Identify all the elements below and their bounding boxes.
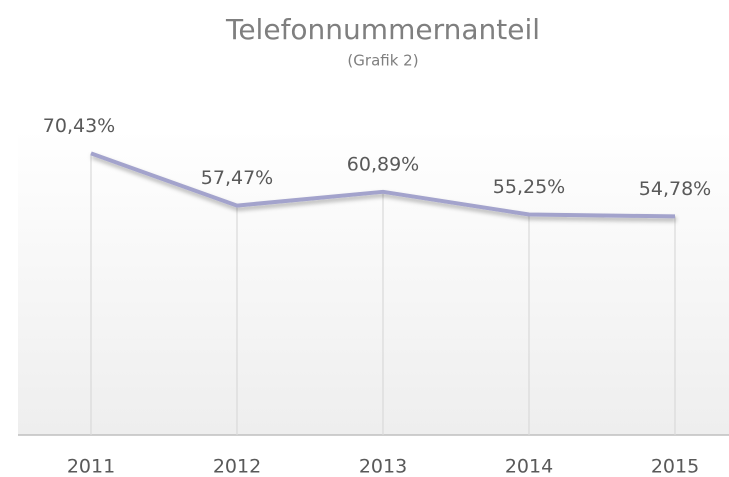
series-line [90,151,676,219]
data-label: 57,47% [201,167,273,189]
x-tick-label: 2015 [651,456,699,477]
data-label: 54,78% [639,178,711,200]
plot-background [18,130,729,435]
data-label: 60,89% [347,153,419,175]
data-label: 70,43% [43,115,115,137]
x-tick-label: 2011 [67,456,115,477]
x-tick-label: 2014 [505,456,553,477]
x-tick-label: 2012 [213,456,261,477]
chart-subtitle: (Grafik 2) [347,52,418,70]
data-label: 55,25% [493,176,565,198]
chart-title: Telefonnummernanteil [225,13,540,46]
x-tick-label: 2013 [359,456,407,477]
